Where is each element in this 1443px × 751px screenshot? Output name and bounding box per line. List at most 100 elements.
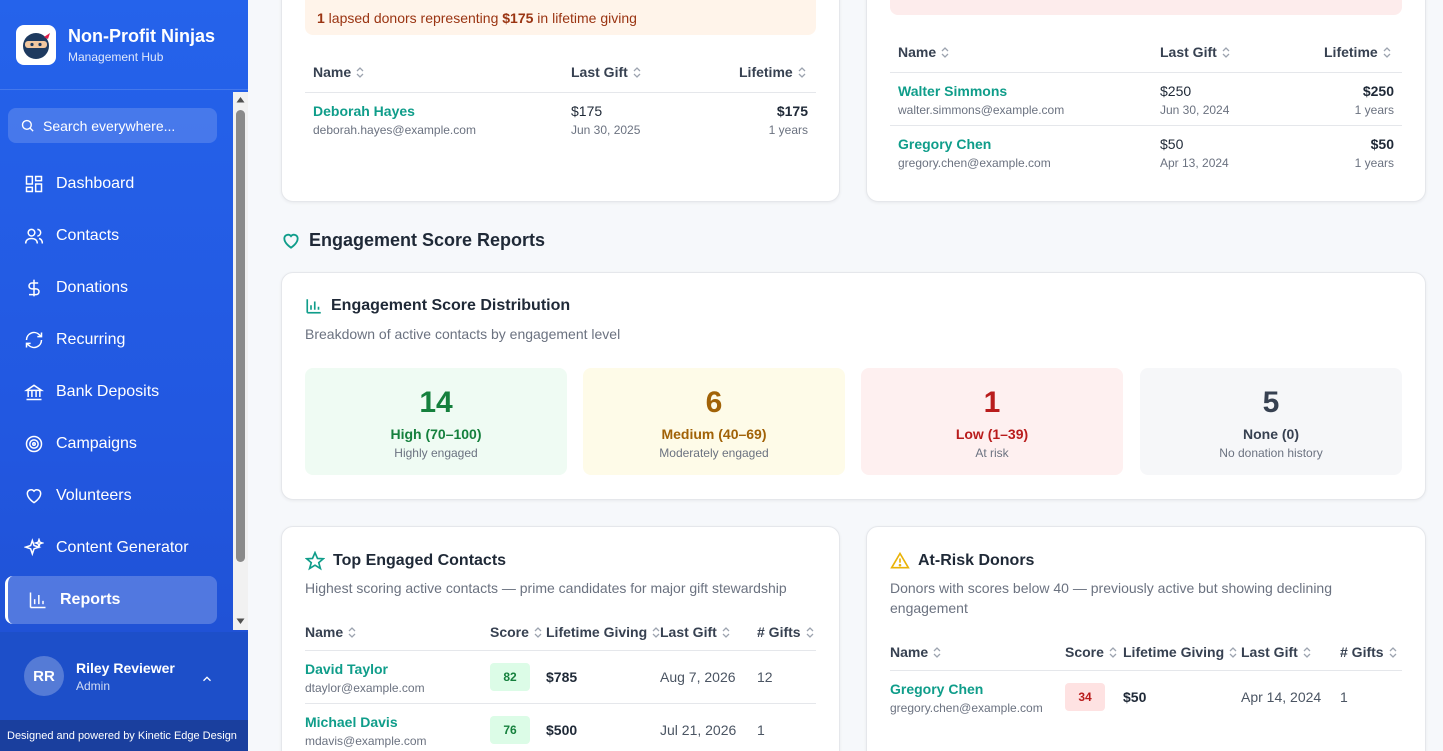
header-label: Score bbox=[490, 624, 529, 640]
divider bbox=[305, 650, 816, 651]
column-header-gifts[interactable]: # Gifts bbox=[1340, 644, 1397, 660]
sidebar-nav: Dashboard Contacts Donations Recurring B… bbox=[0, 158, 232, 626]
sidebar-item-volunteers[interactable]: Volunteers bbox=[0, 470, 232, 522]
column-header-last-gift[interactable]: Last Gift bbox=[660, 624, 730, 640]
header-label: Name bbox=[313, 64, 352, 80]
sort-icon bbox=[534, 626, 542, 638]
contact-email: gregory.chen@example.com bbox=[890, 701, 1043, 715]
score-badge: 76 bbox=[490, 716, 530, 744]
engagement-level-medium[interactable]: 6 Medium (40–69) Moderately engaged bbox=[583, 368, 845, 475]
card-title-text: Top Engaged Contacts bbox=[333, 552, 507, 569]
level-count: 1 bbox=[983, 386, 1001, 419]
sort-icon bbox=[1389, 646, 1397, 658]
footer-credit: Designed and powered by Kinetic Edge Des… bbox=[0, 720, 248, 751]
sidebar: Non-Profit Ninjas Management Hub Search … bbox=[0, 0, 248, 751]
search-placeholder: Search everywhere... bbox=[43, 117, 176, 134]
contact-name-link[interactable]: Michael Davis bbox=[305, 714, 398, 730]
sidebar-item-campaigns[interactable]: Campaigns bbox=[0, 418, 232, 470]
search-input[interactable]: Search everywhere... bbox=[8, 108, 217, 143]
gift-count: 1 bbox=[1340, 689, 1348, 705]
sort-icon bbox=[348, 626, 356, 638]
sort-icon bbox=[1383, 46, 1391, 58]
divider bbox=[890, 72, 1402, 73]
sidebar-item-label: Volunteers bbox=[56, 487, 132, 504]
dashboard-icon bbox=[25, 175, 43, 193]
column-header-last-gift[interactable]: Last Gift bbox=[1160, 44, 1230, 60]
contact-name-link[interactable]: Deborah Hayes bbox=[313, 103, 415, 119]
heart-icon bbox=[26, 489, 42, 504]
column-header-last-gift[interactable]: Last Gift bbox=[571, 64, 641, 80]
sidebar-item-label: Dashboard bbox=[56, 175, 135, 192]
scroll-up-arrow-icon[interactable] bbox=[236, 96, 245, 104]
last-gift-amount: $50 bbox=[1160, 136, 1184, 152]
lapsed-banner-text-end: in lifetime giving bbox=[533, 9, 637, 26]
sidebar-item-contacts[interactable]: Contacts bbox=[0, 210, 232, 262]
column-header-name[interactable]: Name bbox=[313, 64, 364, 80]
card-title: At-Risk Donors bbox=[890, 551, 1034, 571]
score-badge: 82 bbox=[490, 663, 530, 691]
column-header-score[interactable]: Score bbox=[1065, 644, 1117, 660]
column-header-name[interactable]: Name bbox=[305, 624, 356, 640]
sidebar-item-content-generator[interactable]: Content Generator bbox=[0, 522, 232, 574]
card-description: Highest scoring active contacts — prime … bbox=[305, 580, 787, 596]
contact-email: gregory.chen@example.com bbox=[898, 156, 1051, 170]
column-header-lifetime[interactable]: Lifetime bbox=[1324, 44, 1391, 60]
contact-name-link[interactable]: Gregory Chen bbox=[890, 681, 984, 697]
sidebar-item-reports[interactable]: Reports bbox=[5, 576, 217, 624]
sort-icon bbox=[941, 46, 949, 58]
column-header-name[interactable]: Name bbox=[890, 644, 941, 660]
user-menu[interactable]: RR Riley Reviewer Admin bbox=[0, 632, 248, 720]
column-header-last-gift[interactable]: Last Gift bbox=[1241, 644, 1311, 660]
engagement-level-high[interactable]: 14 High (70–100) Highly engaged bbox=[305, 368, 567, 475]
gift-count: 1 bbox=[757, 722, 765, 738]
sidebar-item-label: Donations bbox=[56, 279, 129, 296]
chevron-up-icon[interactable] bbox=[200, 672, 214, 686]
column-header-score[interactable]: Score bbox=[490, 624, 542, 640]
heart-icon bbox=[283, 233, 299, 249]
alert-banner bbox=[890, 0, 1402, 15]
sort-icon bbox=[722, 626, 730, 638]
sidebar-item-recurring[interactable]: Recurring bbox=[0, 314, 232, 366]
last-gift-date: Apr 14, 2024 bbox=[1241, 689, 1322, 705]
contact-name-link[interactable]: Walter Simmons bbox=[898, 83, 1008, 99]
column-header-name[interactable]: Name bbox=[898, 44, 949, 60]
brand-subtitle: Management Hub bbox=[68, 49, 164, 64]
card-title-text: Engagement Score Distribution bbox=[331, 297, 571, 314]
sort-icon bbox=[356, 66, 364, 78]
sidebar-item-bank-deposits[interactable]: Bank Deposits bbox=[0, 366, 232, 418]
sidebar-item-dashboard[interactable]: Dashboard bbox=[0, 158, 232, 210]
gift-count: 12 bbox=[757, 669, 773, 685]
column-header-lifetime-giving[interactable]: Lifetime Giving bbox=[546, 624, 660, 640]
column-header-gifts[interactable]: # Gifts bbox=[757, 624, 814, 640]
divider bbox=[890, 670, 1402, 671]
top-engaged-card bbox=[281, 526, 840, 751]
last-gift-date: Aug 7, 2026 bbox=[660, 669, 736, 685]
column-header-lifetime-giving[interactable]: Lifetime Giving bbox=[1123, 644, 1237, 660]
bar-chart-icon bbox=[306, 299, 321, 314]
sidebar-item-donations[interactable]: Donations bbox=[0, 262, 232, 314]
sidebar-scroll-thumb[interactable] bbox=[236, 110, 245, 562]
contact-name-link[interactable]: Gregory Chen bbox=[898, 136, 992, 152]
divider bbox=[890, 125, 1402, 126]
section-title: Engagement Score Reports bbox=[281, 230, 545, 251]
header-label: Name bbox=[898, 44, 937, 60]
divider bbox=[305, 703, 816, 704]
scroll-down-arrow-icon[interactable] bbox=[236, 618, 245, 626]
sort-icon bbox=[1303, 646, 1311, 658]
header-label: Last Gift bbox=[1241, 644, 1298, 660]
column-header-lifetime[interactable]: Lifetime bbox=[739, 64, 806, 80]
brand[interactable]: Non-Profit Ninjas Management Hub bbox=[0, 0, 248, 90]
contact-name-link[interactable]: David Taylor bbox=[305, 661, 388, 677]
engagement-level-none[interactable]: 5 None (0) No donation history bbox=[1140, 368, 1402, 475]
sort-icon bbox=[652, 626, 660, 638]
at-risk-card bbox=[866, 526, 1426, 751]
sidebar-item-label: Campaigns bbox=[56, 435, 137, 452]
contact-email: dtaylor@example.com bbox=[305, 681, 425, 695]
engagement-level-low[interactable]: 1 Low (1–39) At risk bbox=[861, 368, 1123, 475]
last-gift-date: Apr 13, 2024 bbox=[1160, 156, 1229, 170]
level-label: None (0) bbox=[1243, 426, 1299, 442]
lifetime-giving: $500 bbox=[546, 722, 578, 738]
header-label: Lifetime Giving bbox=[546, 624, 648, 640]
donors-table-card bbox=[866, 0, 1426, 202]
section-title-text: Engagement Score Reports bbox=[309, 230, 546, 250]
